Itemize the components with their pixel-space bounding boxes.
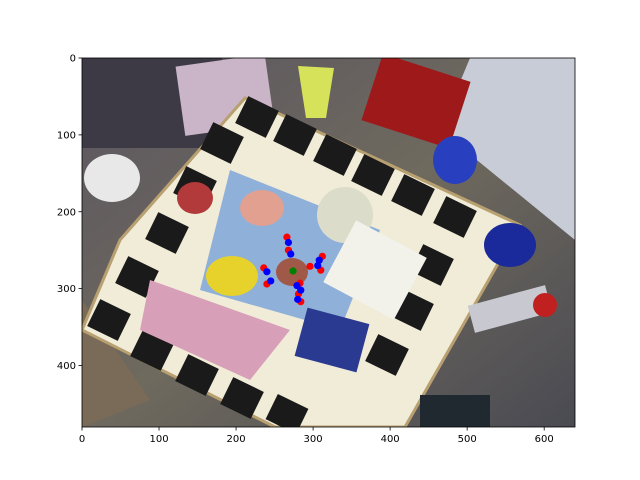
y-tick-label: 400 [57, 361, 76, 372]
data-point-s1-8 [314, 261, 322, 270]
data-point-s0-9 [306, 262, 314, 270]
scatter-points [260, 233, 326, 306]
data-point-s1-0 [284, 238, 293, 247]
x-tick-label: 200 [227, 434, 246, 445]
y-tick-label: 200 [57, 207, 76, 218]
y-tick-label: 100 [57, 130, 76, 141]
x-tick-label: 100 [149, 434, 168, 445]
y-axis: 0 100 200 300 400 [57, 54, 82, 372]
x-tick-label: 500 [458, 434, 477, 445]
data-point-s1-6 [294, 295, 302, 303]
data-point-s1-3 [267, 277, 275, 285]
x-tick-label: 400 [381, 434, 400, 445]
x-axis: 0 100 200 300 400 500 600 [79, 427, 554, 445]
data-point-s1-5 [297, 286, 305, 294]
plot-frame [81, 57, 576, 428]
x-tick-label: 0 [79, 434, 85, 445]
y-tick-label: 0 [70, 54, 76, 65]
x-tick-label: 600 [535, 434, 554, 445]
data-point-s2-0 [289, 267, 297, 275]
x-tick-label: 300 [304, 434, 323, 445]
y-tick-label: 300 [57, 284, 76, 295]
background-photo [82, 58, 575, 427]
data-point-s1-2 [263, 268, 271, 276]
data-point-s1-1 [287, 250, 295, 258]
